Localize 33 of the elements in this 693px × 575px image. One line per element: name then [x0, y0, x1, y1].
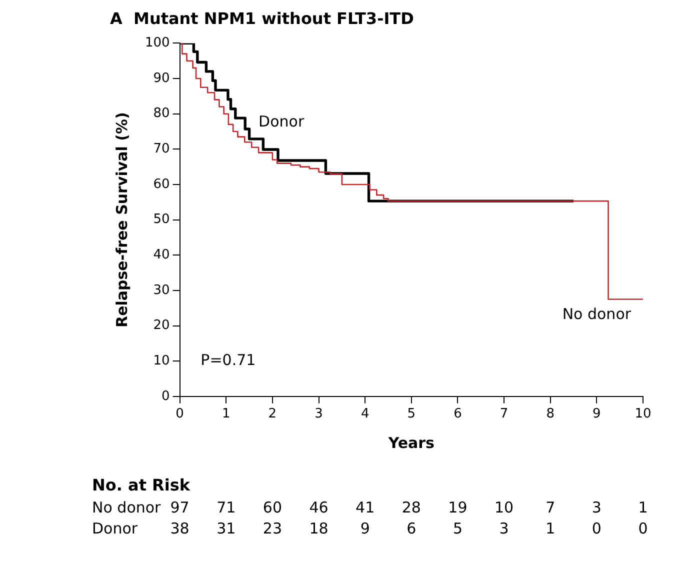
series-label: Donor	[258, 112, 305, 131]
y-axis-title: Relapse-free Survival (%)	[112, 112, 131, 328]
y-tick-label: 60	[153, 176, 170, 192]
y-tick-label: 80	[153, 106, 170, 122]
x-tick-label: 10	[634, 406, 652, 422]
x-tick-label: 8	[546, 406, 555, 422]
text: 38 31 23 18 9 6 5 3 1 0 0	[170, 519, 648, 538]
text: No. at Risk	[92, 476, 190, 495]
y-tick-label: 90	[153, 70, 170, 86]
x-tick-label: 4	[360, 406, 370, 422]
y-tick-label: 40	[153, 247, 170, 262]
chart-title: A Mutant NPM1 without FLT3-ITD	[110, 8, 414, 28]
y-tick-label: 50	[153, 212, 170, 228]
y-tick-label: 70	[153, 142, 170, 157]
x-tick-label: 5	[407, 406, 416, 422]
x-axis-title: Years	[387, 434, 435, 452]
y-tick-label: 10	[153, 353, 170, 368]
x-tick-label: 7	[500, 406, 508, 422]
text: 97 71 60 46 41 28 19 10 7 3 1	[170, 498, 648, 516]
y-tick-label: 100	[144, 36, 170, 51]
x-tick-label: 6	[454, 406, 462, 422]
y-tick-label: 0	[162, 388, 170, 404]
x-tick-label: 9	[592, 406, 601, 422]
text: Donor	[92, 519, 138, 538]
x-tick-label: 3	[314, 406, 323, 422]
annotation: P=0.71	[200, 350, 256, 369]
y-tick-label: 30	[153, 282, 170, 298]
text: No donor	[92, 498, 161, 516]
y-tick-label: 20	[153, 318, 170, 334]
series-label: No donor	[562, 305, 632, 324]
x-tick-label: 1	[222, 406, 230, 422]
x-tick-label: 0	[176, 406, 184, 422]
x-tick-label: 2	[268, 406, 277, 422]
